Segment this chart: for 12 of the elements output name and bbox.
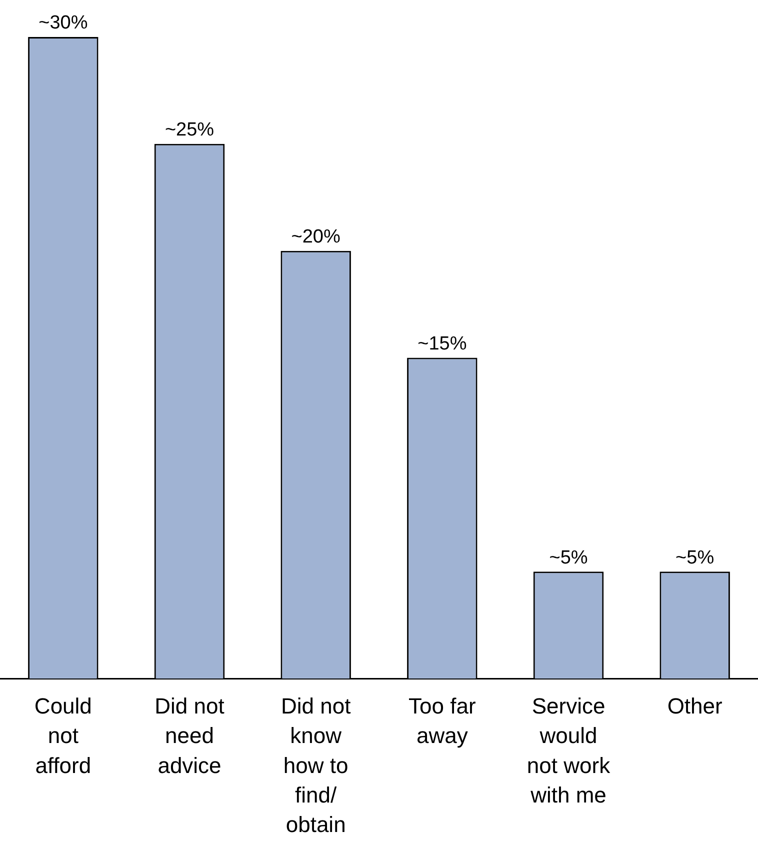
x-tick-label: Could not afford — [34, 693, 92, 778]
data-label: ~5% — [676, 547, 714, 568]
data-label: ~15% — [418, 333, 467, 354]
data-label: ~20% — [291, 226, 340, 248]
data-label: ~5% — [549, 547, 588, 568]
x-tick-label: Did not know how to find/ obtain — [280, 693, 351, 838]
data-label: ~25% — [164, 120, 214, 141]
x-tick-label: Other — [667, 693, 722, 718]
x-tick-label: Did not need advice — [154, 693, 224, 778]
data-label: ~30% — [38, 12, 88, 34]
x-tick-label: Service would not work with me — [526, 693, 612, 808]
x-tick-label: Too far away — [408, 693, 476, 748]
